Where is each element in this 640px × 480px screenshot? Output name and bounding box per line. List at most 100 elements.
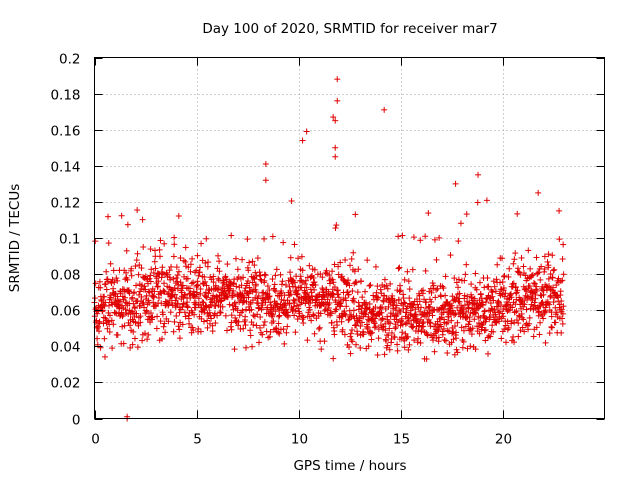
data-point <box>494 261 501 268</box>
data-point <box>128 272 135 279</box>
data-point <box>288 197 295 204</box>
data-point <box>371 324 378 331</box>
data-point <box>372 304 379 311</box>
data-point <box>150 294 157 301</box>
data-point <box>157 318 164 325</box>
data-point <box>465 304 472 311</box>
data-point <box>209 328 216 335</box>
data-point <box>532 280 539 287</box>
data-point <box>334 97 341 104</box>
data-point <box>197 285 204 292</box>
data-point <box>199 299 206 306</box>
data-point <box>242 313 249 320</box>
data-point <box>365 313 372 320</box>
data-point <box>526 283 533 290</box>
data-point <box>252 269 259 276</box>
data-point <box>485 350 492 357</box>
data-point <box>132 305 139 312</box>
data-point <box>123 247 130 254</box>
data-point <box>158 274 165 281</box>
data-point <box>230 287 237 294</box>
data-point <box>428 298 435 305</box>
data-point <box>305 293 312 300</box>
data-point <box>287 291 294 298</box>
data-point <box>353 341 360 348</box>
data-point <box>365 343 372 350</box>
data-point <box>269 311 276 318</box>
data-point <box>182 292 189 299</box>
data-point <box>145 331 152 338</box>
data-point <box>341 311 348 318</box>
data-point <box>501 272 508 279</box>
data-point <box>532 291 539 298</box>
data-point <box>174 272 181 279</box>
data-point <box>141 330 148 337</box>
data-point <box>100 314 107 321</box>
data-point <box>147 246 154 253</box>
data-point <box>386 325 393 332</box>
data-point <box>201 274 208 281</box>
data-point <box>101 353 108 360</box>
data-point <box>133 310 140 317</box>
data-point <box>228 232 235 239</box>
data-point <box>139 216 146 223</box>
data-point <box>473 286 480 293</box>
data-point <box>335 294 342 301</box>
data-point <box>433 286 440 293</box>
data-point <box>297 273 304 280</box>
data-point <box>137 288 144 295</box>
data-point <box>277 271 284 278</box>
data-point <box>363 305 370 312</box>
y-tick-label: 0.18 <box>50 88 80 104</box>
data-point <box>157 237 164 244</box>
data-point <box>250 312 257 319</box>
data-point <box>114 331 121 338</box>
data-point <box>222 312 229 319</box>
data-point <box>245 267 252 274</box>
data-point <box>482 337 489 344</box>
data-point <box>125 287 132 294</box>
data-point <box>195 325 202 332</box>
data-point <box>398 315 405 322</box>
data-point <box>269 276 276 283</box>
data-point <box>560 271 567 278</box>
data-point <box>221 288 228 295</box>
data-point <box>190 288 197 295</box>
data-point <box>509 304 516 311</box>
data-point <box>262 160 269 167</box>
data-point <box>109 345 116 352</box>
data-point <box>347 350 354 357</box>
data-point <box>351 268 358 275</box>
data-point <box>266 293 273 300</box>
data-point <box>386 346 393 353</box>
data-point <box>500 285 507 292</box>
data-point <box>487 300 494 307</box>
data-point <box>400 299 407 306</box>
x-tick-label: 10 <box>291 432 308 448</box>
data-point <box>468 281 475 288</box>
data-point <box>204 324 211 331</box>
data-point <box>123 269 130 276</box>
data-point <box>295 255 302 262</box>
data-point <box>546 330 553 337</box>
data-point <box>151 293 158 300</box>
data-point <box>423 329 430 336</box>
data-point <box>467 343 474 350</box>
data-point <box>335 271 342 278</box>
data-point <box>203 282 210 289</box>
data-point <box>300 320 307 327</box>
data-point <box>240 274 247 281</box>
data-point <box>471 316 478 323</box>
data-point <box>103 268 110 275</box>
data-point <box>417 304 424 311</box>
data-point <box>382 320 389 327</box>
data-point <box>515 320 522 327</box>
data-point <box>156 253 163 260</box>
data-point <box>189 324 196 331</box>
data-point <box>356 315 363 322</box>
data-point <box>424 332 431 339</box>
data-point <box>394 347 401 354</box>
data-point <box>239 307 246 314</box>
data-point <box>364 257 371 264</box>
data-point <box>477 290 484 297</box>
